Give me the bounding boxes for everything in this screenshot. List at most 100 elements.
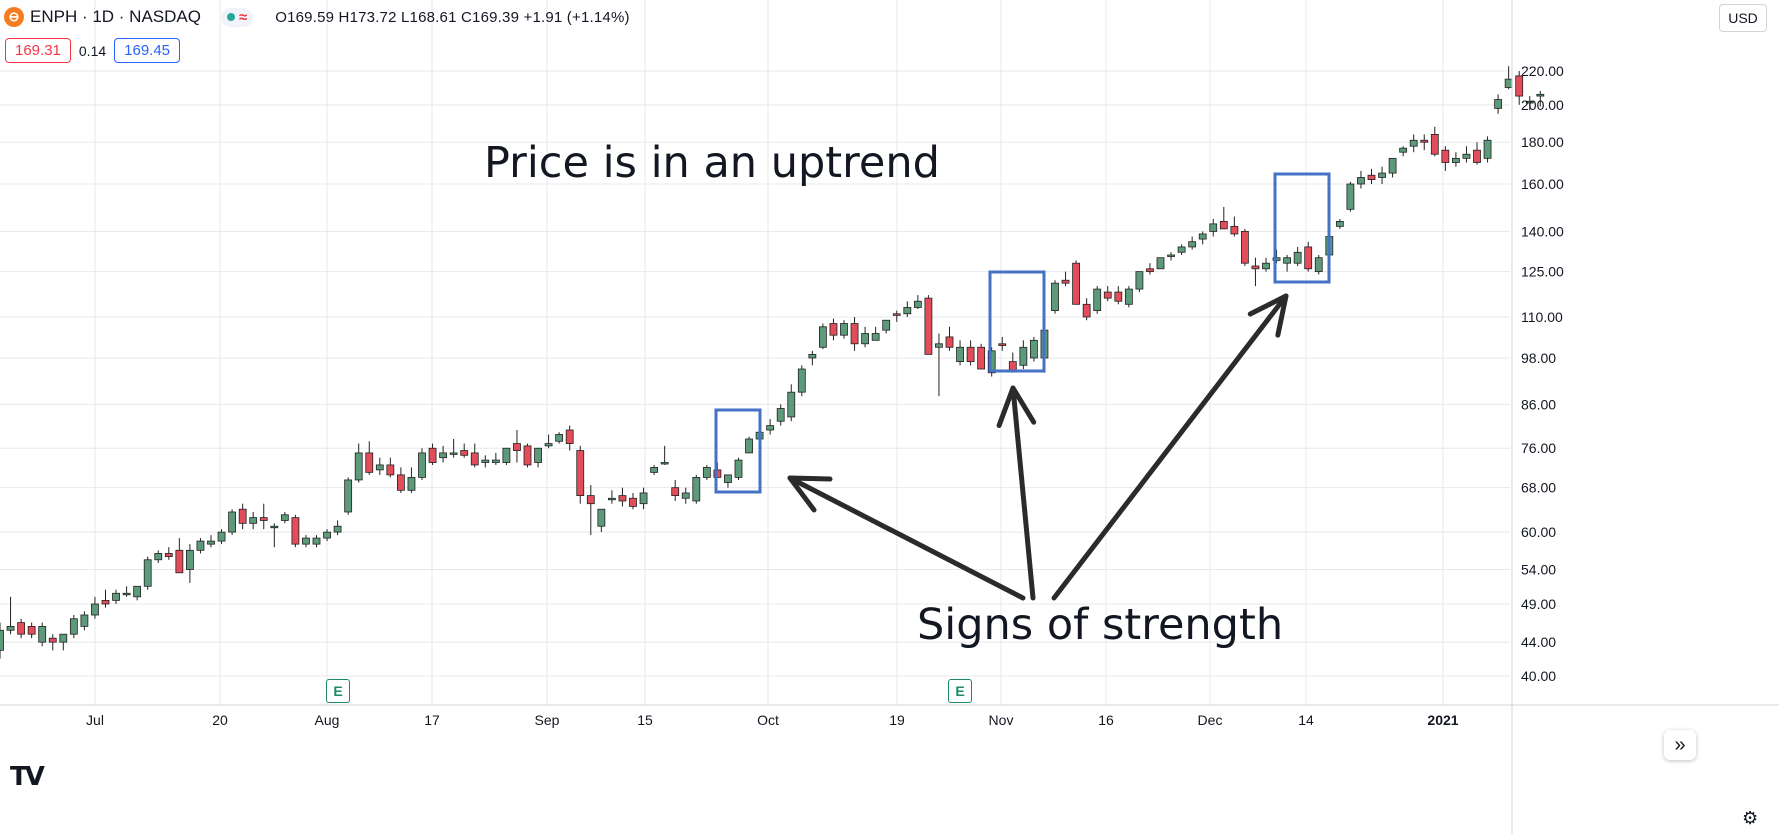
candle-body	[354, 452, 363, 481]
candle-body	[48, 637, 57, 643]
price-tick-label: 160.00	[1521, 176, 1564, 192]
candle-body	[1420, 139, 1429, 143]
candle-body	[1409, 139, 1418, 147]
time-tick-label: 20	[212, 712, 228, 728]
annotation-arrow	[787, 475, 1026, 601]
time-tick-label: Sep	[535, 712, 560, 728]
candle-body	[280, 514, 289, 521]
candle-body	[702, 466, 711, 478]
candle-body	[1367, 174, 1376, 181]
candle-body	[650, 466, 658, 473]
price-tick-label: 40.00	[1521, 668, 1556, 684]
candle-body	[1230, 225, 1239, 235]
candle-body	[344, 479, 353, 513]
enphase-logo-icon: ⊖	[4, 7, 24, 27]
candle-body	[143, 559, 152, 587]
candle-body	[956, 346, 964, 363]
settings-gear-icon[interactable]: ⚙	[1742, 808, 1759, 828]
candle-body	[1146, 268, 1154, 273]
strength-annotation: Signs of strength	[917, 600, 1284, 650]
candle-body	[259, 517, 268, 521]
candle-body	[1156, 257, 1165, 270]
market-status-pill[interactable]: ≈	[220, 7, 254, 27]
annotation-arrow	[1051, 293, 1289, 601]
time-tick-label: 19	[889, 712, 905, 728]
candle-body	[1030, 339, 1038, 359]
time-tick-label: 14	[1298, 712, 1314, 728]
price-tick-label: 140.00	[1521, 223, 1564, 239]
time-tick-label: 17	[424, 712, 440, 728]
price-tick-label: 98.00	[1521, 350, 1556, 366]
candle-body	[840, 323, 848, 336]
data-wave-icon: ≈	[238, 8, 248, 26]
candle-body	[217, 531, 226, 542]
candle-body	[565, 429, 574, 444]
sell-price-button[interactable]: 169.31	[5, 38, 71, 63]
candle-body	[681, 492, 690, 499]
earnings-marker-icon[interactable]: E	[948, 679, 972, 703]
candle-body	[228, 511, 237, 533]
candle-body	[439, 452, 448, 459]
candle-body	[903, 307, 912, 315]
candle-body	[1346, 183, 1355, 210]
candle-body	[164, 553, 173, 557]
candle-body	[238, 508, 247, 524]
candle-body	[1462, 153, 1471, 159]
candle-body	[1051, 282, 1059, 311]
buy-price-button[interactable]: 169.45	[114, 38, 181, 63]
candle-body	[871, 333, 880, 341]
price-tick-label: 76.00	[1521, 440, 1556, 456]
currency-button[interactable]: USD	[1719, 4, 1767, 32]
candle-body	[1167, 254, 1175, 257]
candle-body	[1536, 93, 1545, 97]
symbol-header: ⊖ ENPH · 1D · NASDAQ ≈ O169.59 H173.72 L…	[4, 4, 630, 30]
candle-body	[154, 553, 163, 561]
candle-body	[1219, 221, 1228, 230]
time-tick-label: 2021	[1427, 712, 1458, 728]
price-axis: 220.00 200.00 180.00 160.00 140.00 125.00 110.…	[1511, 0, 1564, 834]
candle-body	[1241, 231, 1249, 264]
candle-body	[1483, 139, 1492, 159]
candle-body	[185, 549, 194, 570]
time-axis: Jul 20 Aug 17 Sep 15 Oct 19 Nov 16 Dec 14 2021	[0, 704, 1779, 728]
time-tick-label: Aug	[315, 712, 340, 728]
candle-body	[966, 346, 975, 363]
candle-body	[491, 459, 500, 463]
market-open-dot-icon	[226, 13, 235, 21]
candle-body	[207, 540, 215, 545]
annotation-overlay	[714, 172, 1331, 601]
candle-body	[418, 452, 426, 478]
candle-body	[534, 447, 542, 463]
candle-body	[291, 517, 300, 545]
candle-body	[386, 464, 395, 476]
candle-body	[913, 300, 922, 308]
candle-body	[460, 450, 469, 456]
candle-body	[924, 297, 933, 355]
candle-body	[692, 476, 701, 502]
time-tick-label: Dec	[1198, 712, 1223, 728]
highlight-box	[988, 270, 1046, 373]
candle-body	[766, 425, 775, 431]
symbol-title[interactable]: ENPH · 1D · NASDAQ	[30, 7, 201, 26]
candle-body	[196, 540, 205, 551]
candle-body	[1093, 288, 1102, 311]
candle-body	[1262, 262, 1270, 270]
candle-body	[312, 537, 321, 545]
earnings-marker-icon[interactable]: E	[326, 679, 350, 703]
candle-body	[1357, 177, 1365, 185]
candle-body	[1304, 246, 1313, 270]
candle-body	[428, 447, 437, 463]
candles	[0, 66, 1545, 659]
time-tick-label: Oct	[757, 712, 779, 728]
time-tick-label: Jul	[86, 712, 104, 728]
tradingview-logo-icon[interactable]: TV	[10, 762, 45, 792]
price-tick-label: 110.00	[1521, 309, 1563, 325]
candle-body	[1525, 100, 1534, 104]
candle-body	[375, 464, 384, 471]
candle-body	[1251, 265, 1260, 270]
scroll-to-realtime-button[interactable]: »	[1664, 730, 1696, 760]
candle-body	[1272, 257, 1281, 261]
candle-body	[745, 438, 753, 454]
candle-body	[629, 497, 637, 507]
